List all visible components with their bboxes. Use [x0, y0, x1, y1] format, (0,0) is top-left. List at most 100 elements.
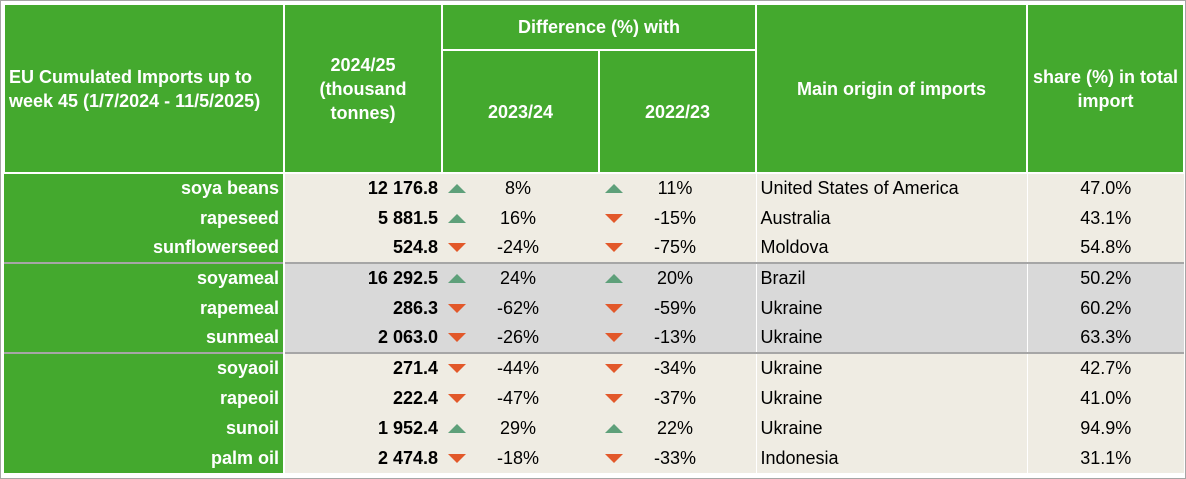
product-label: sunflowerseed [4, 233, 285, 263]
share-cell: 47.0% [1026, 172, 1184, 203]
origin-cell: Ukraine [755, 293, 1027, 323]
triangle-up-icon [448, 184, 466, 194]
triangle-down-icon [448, 333, 466, 343]
triangle-up-icon [605, 274, 623, 284]
origin-cell: Indonesia [755, 443, 1027, 473]
diff-value: -18% [496, 447, 540, 468]
diff-2023-24-cell: -26% [442, 323, 599, 353]
table-row: soyameal 16 292.5 24% 20% Brazil 50.2% [4, 262, 1184, 293]
header-difference: Difference (%) with [441, 3, 757, 51]
table-row: sunoil 1 952.4 29% 22% Ukraine 94.9% [4, 413, 1184, 443]
volume-cell: 2 063.0 [284, 323, 442, 353]
diff-2022-23-cell: -15% [599, 203, 756, 233]
triangle-down-icon [605, 393, 623, 403]
diff-value: -75% [653, 237, 697, 258]
header-title: EU Cumulated Imports up to week 45 (1/7/… [3, 3, 285, 174]
triangle-down-icon [605, 364, 623, 374]
diff-2022-23-cell: 22% [599, 413, 756, 443]
volume-cell: 2 474.8 [284, 443, 442, 473]
share-cell: 63.3% [1026, 323, 1184, 353]
triangle-up-icon [605, 423, 623, 433]
product-label: soya beans [4, 172, 285, 203]
diff-value: 8% [504, 178, 531, 199]
diff-2022-23-cell: -59% [599, 293, 756, 323]
product-label: rapeseed [4, 203, 285, 233]
table-row: rapeoil 222.4 -47% -37% Ukraine 41.0% [4, 383, 1184, 413]
diff-value: -34% [653, 358, 697, 379]
triangle-down-icon [605, 303, 623, 313]
diff-value: 29% [499, 417, 537, 438]
header-year-2023-24: 2023/24 [441, 49, 600, 174]
diff-value: -59% [653, 297, 697, 318]
diff-value: 22% [656, 417, 694, 438]
product-label: palm oil [4, 443, 285, 473]
origin-cell: Brazil [755, 262, 1027, 293]
diff-2023-24-cell: 29% [442, 413, 599, 443]
table-row: soya beans 12 176.8 8% 11% United States of … [4, 172, 1184, 203]
header-year-2022-23: 2022/23 [598, 49, 757, 174]
origin-cell: Moldova [755, 233, 1027, 263]
table-row: sunflowerseed 524.8 -24% -75% Moldova 54.8% [4, 233, 1184, 263]
diff-2023-24-cell: -18% [442, 443, 599, 473]
header-origin: Main origin of imports [755, 3, 1028, 174]
header-share: share (%) in total import [1026, 3, 1185, 174]
product-label: rapeoil [4, 383, 285, 413]
volume-cell: 12 176.8 [284, 172, 442, 203]
table-header: EU Cumulated Imports up to week 45 (1/7/… [3, 3, 1185, 174]
volume-cell: 524.8 [284, 233, 442, 263]
triangle-down-icon [605, 243, 623, 253]
diff-2022-23-cell: -37% [599, 383, 756, 413]
diff-value: 16% [499, 207, 537, 228]
triangle-down-icon [448, 453, 466, 463]
diff-2022-23-cell: -33% [599, 443, 756, 473]
diff-2022-23-cell: 11% [599, 172, 756, 203]
table-row: rapeseed 5 881.5 16% -15% Australia 43.1% [4, 203, 1184, 233]
share-cell: 43.1% [1026, 203, 1184, 233]
diff-value: -24% [496, 237, 540, 258]
volume-cell: 222.4 [284, 383, 442, 413]
share-cell: 31.1% [1026, 443, 1184, 473]
share-cell: 54.8% [1026, 233, 1184, 263]
diff-2022-23-cell: 20% [599, 262, 756, 293]
origin-cell: Ukraine [755, 352, 1027, 383]
diff-2023-24-cell: -44% [442, 352, 599, 383]
diff-value: -26% [496, 327, 540, 348]
diff-value: 24% [499, 268, 537, 289]
diff-value: -33% [653, 447, 697, 468]
share-cell: 50.2% [1026, 262, 1184, 293]
triangle-down-icon [448, 393, 466, 403]
diff-value: -44% [496, 358, 540, 379]
product-label: soyaoil [4, 352, 285, 383]
product-label: sunoil [4, 413, 285, 443]
diff-2022-23-cell: -75% [599, 233, 756, 263]
triangle-up-icon [448, 274, 466, 284]
diff-2022-23-cell: -34% [599, 352, 756, 383]
diff-value: -47% [496, 387, 540, 408]
share-cell: 94.9% [1026, 413, 1184, 443]
origin-cell: United States of America [755, 172, 1027, 203]
share-cell: 41.0% [1026, 383, 1184, 413]
diff-value: -15% [653, 207, 697, 228]
diff-value: 20% [656, 268, 694, 289]
triangle-down-icon [605, 213, 623, 223]
origin-cell: Ukraine [755, 413, 1027, 443]
diff-2022-23-cell: -13% [599, 323, 756, 353]
header-volume: 2024/25 (thousand tonnes) [283, 3, 443, 174]
diff-2023-24-cell: -24% [442, 233, 599, 263]
triangle-up-icon [605, 184, 623, 194]
share-cell: 60.2% [1026, 293, 1184, 323]
volume-cell: 286.3 [284, 293, 442, 323]
product-label: soyameal [4, 262, 285, 293]
product-label: sunmeal [4, 323, 285, 353]
volume-cell: 271.4 [284, 352, 442, 383]
diff-2023-24-cell: 8% [442, 172, 599, 203]
diff-2023-24-cell: 16% [442, 203, 599, 233]
share-cell: 42.7% [1026, 352, 1184, 383]
triangle-down-icon [448, 364, 466, 374]
diff-value: -62% [496, 297, 540, 318]
table-row: sunmeal 2 063.0 -26% -13% Ukraine 63.3% [4, 323, 1184, 353]
origin-cell: Ukraine [755, 323, 1027, 353]
triangle-up-icon [448, 213, 466, 223]
origin-cell: Australia [755, 203, 1027, 233]
table-row: rapemeal 286.3 -62% -59% Ukraine 60.2% [4, 293, 1184, 323]
